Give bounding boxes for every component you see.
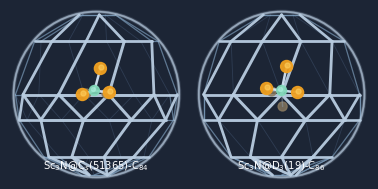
Circle shape <box>278 102 287 111</box>
Circle shape <box>260 83 273 94</box>
Circle shape <box>91 88 95 91</box>
Text: Sc$_3$N@D$_3$(19)-C$_{86}$: Sc$_3$N@D$_3$(19)-C$_{86}$ <box>237 159 326 173</box>
Circle shape <box>291 87 304 98</box>
Circle shape <box>285 63 290 68</box>
Circle shape <box>104 87 115 98</box>
Circle shape <box>94 63 106 74</box>
Circle shape <box>296 89 301 94</box>
Circle shape <box>81 91 86 96</box>
Circle shape <box>99 65 104 70</box>
Circle shape <box>265 85 270 90</box>
Text: Sc$_3$N@C$_s$(51365)-C$_{84}$: Sc$_3$N@C$_s$(51365)-C$_{84}$ <box>43 159 149 173</box>
Circle shape <box>277 85 287 95</box>
Circle shape <box>108 89 113 94</box>
Circle shape <box>76 88 88 101</box>
Circle shape <box>267 87 276 96</box>
Circle shape <box>82 89 91 98</box>
Circle shape <box>102 89 111 98</box>
Circle shape <box>89 85 99 95</box>
Circle shape <box>280 60 293 73</box>
Circle shape <box>279 88 283 91</box>
